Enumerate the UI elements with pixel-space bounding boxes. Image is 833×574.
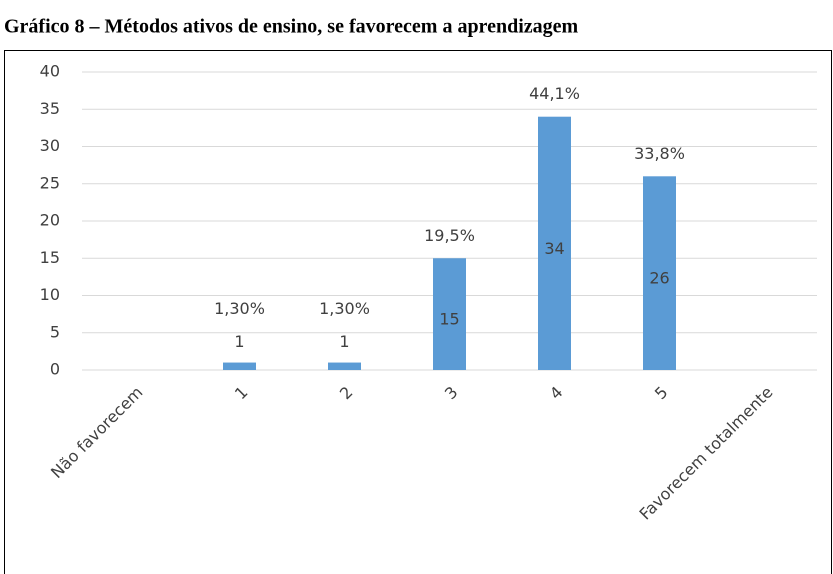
percent-label: 44,1% xyxy=(529,84,580,103)
bar xyxy=(223,362,256,370)
y-tick-label: 0 xyxy=(50,360,60,379)
x-tick-label: 5 xyxy=(651,383,672,404)
y-tick-label: 40 xyxy=(40,62,60,81)
bar xyxy=(433,258,466,370)
y-tick-label: 10 xyxy=(40,285,60,304)
data-label: 1 xyxy=(339,332,349,351)
data-label: 15 xyxy=(439,310,459,329)
bar xyxy=(643,176,676,370)
chart-title: Gráfico 8 – Métodos ativos de ensino, se… xyxy=(4,16,579,38)
y-tick-label: 25 xyxy=(40,173,60,192)
y-tick-label: 15 xyxy=(40,248,60,267)
x-tick-label: 1 xyxy=(231,383,252,404)
x-tick-label: Favorecem totalmente xyxy=(635,383,776,524)
y-tick-label: 20 xyxy=(40,211,60,230)
percent-label: 1,30% xyxy=(214,299,265,318)
percent-label: 1,30% xyxy=(319,299,370,318)
data-label: 1 xyxy=(234,332,244,351)
x-tick-label: 3 xyxy=(441,383,462,404)
y-tick-label: 5 xyxy=(50,322,60,341)
y-tick-label: 30 xyxy=(40,136,60,155)
x-tick-label: 2 xyxy=(336,383,357,404)
bar xyxy=(538,116,571,370)
y-tick-label: 35 xyxy=(40,99,60,118)
data-label: 26 xyxy=(649,269,669,288)
x-tick-label: Não favorecem xyxy=(47,383,146,482)
data-label: 34 xyxy=(544,239,564,258)
percent-label: 19,5% xyxy=(424,226,475,245)
x-tick-label: 4 xyxy=(546,383,567,404)
chart-frame xyxy=(4,50,832,574)
bar xyxy=(328,362,361,370)
percent-label: 33,8% xyxy=(634,144,685,163)
